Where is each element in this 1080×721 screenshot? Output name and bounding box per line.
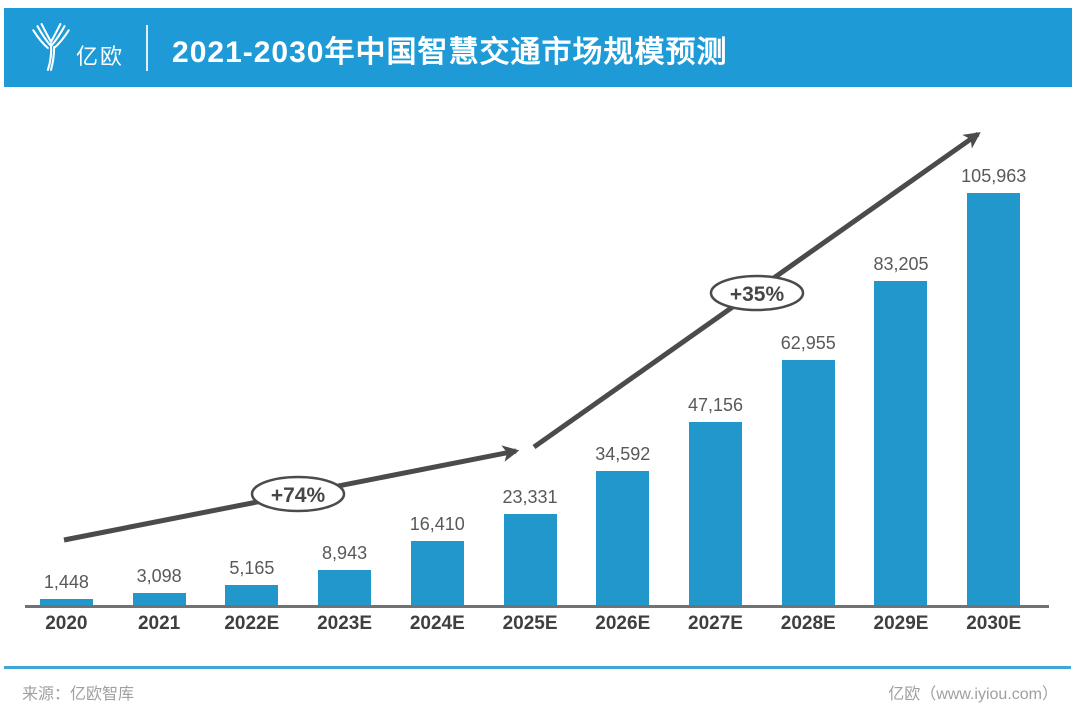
x-tick-label: 2020 [45,613,88,634]
x-tick-label: 2030E [966,613,1022,634]
bar-column: 1,448 [20,572,113,605]
bar-value-label: 16,410 [409,514,465,534]
bar-column: 23,331 [484,487,577,605]
header-divider [146,24,149,71]
bar-column: 16,410 [391,514,484,605]
x-tick-label: 2022E [224,613,280,634]
footer-brand-text: 亿欧（www.iyiou.com） [888,686,1058,703]
x-tick-label: 2023E [317,613,373,634]
x-tick-label: 2025E [502,613,558,634]
bar-value-label: 23,331 [502,487,558,507]
header-banner: 亿欧 2021-2030年中国智慧交通市场规模预测 [4,8,1072,87]
x-axis-line [25,605,1049,608]
bar-value-label: 1,448 [43,572,89,592]
bar-column: 5,165 [205,558,298,605]
bar-value-label: 5,165 [229,558,275,578]
bar [132,593,186,605]
x-tick-label: 2026E [595,613,651,634]
bar [318,570,372,605]
bar-value-label: 62,955 [780,333,836,353]
x-tick-label: 2027E [688,613,743,634]
bar [503,514,557,605]
bar [410,541,464,605]
bar [596,471,650,605]
footer-divider [4,666,1071,669]
bar-value-label: 8,943 [322,543,368,563]
iyiou-logo-text: 亿欧 [76,43,125,69]
bar-value-label: 47,156 [687,395,744,415]
bars-row: 1,448 3,098 5,165 8,943 16,410 23,331 34,592 47… [20,130,1040,605]
iyiou-sprout-icon [32,22,70,71]
bar [39,599,93,605]
x-tick-label: 2024E [409,613,465,634]
iyiou-logo: 亿欧 [30,22,125,73]
bar-column: 83,205 [855,254,948,605]
bar [225,585,279,605]
x-tick-label: 2021 [137,613,181,634]
bar-value-label: 3,098 [136,566,182,586]
bar-column: 3,098 [113,566,206,605]
x-tick-label: 2028E [780,613,836,634]
bar [781,360,835,605]
bar [874,281,928,605]
bar-column: 34,592 [576,444,669,605]
bar-column: 62,955 [762,333,855,605]
bar-column: 8,943 [298,543,391,605]
bar-column: 105,963 [947,166,1040,605]
x-tick-label: 2029E [873,613,929,634]
bar-value-label: 83,205 [873,254,929,274]
bar-value-label: 34,592 [595,444,651,464]
bar [689,422,742,605]
bar-column: 47,156 [669,395,762,605]
footer-source-text: 来源：亿欧智库 [22,686,135,703]
bar [967,193,1021,605]
page-title: 2021-2030年中国智慧交通市场规模预测 [172,35,728,69]
year-labels-row: 2020 2021 2022E 2023E 2024E 2025E 2026E 2027E 20… [20,613,1040,635]
bar-value-label: 105,963 [961,166,1027,186]
